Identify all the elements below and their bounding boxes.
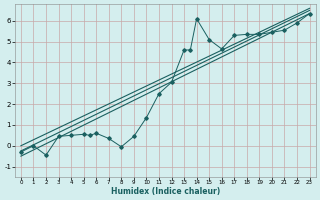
X-axis label: Humidex (Indice chaleur): Humidex (Indice chaleur) [111, 187, 220, 196]
